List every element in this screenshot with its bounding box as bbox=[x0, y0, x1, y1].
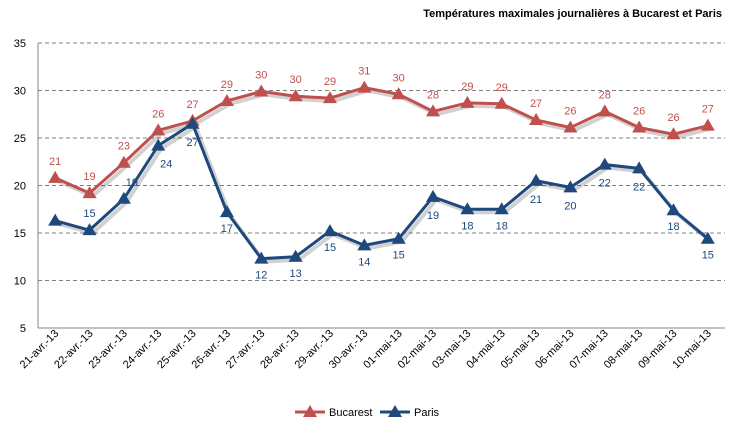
data-label-paris: 14 bbox=[358, 256, 370, 268]
y-tick-label: 30 bbox=[14, 86, 26, 98]
y-tick-label: 25 bbox=[14, 133, 26, 145]
data-point-bucarest bbox=[219, 93, 234, 106]
data-label-bucarest: 29 bbox=[496, 82, 508, 94]
data-point-paris bbox=[597, 157, 612, 170]
data-label-bucarest: 31 bbox=[358, 66, 370, 78]
data-label-paris: 22 bbox=[599, 178, 611, 190]
data-label-paris: 18 bbox=[461, 220, 473, 232]
data-point-bucarest bbox=[529, 112, 544, 125]
data-label-bucarest: 26 bbox=[152, 108, 164, 120]
data-label-bucarest: 27 bbox=[702, 104, 714, 116]
data-point-bucarest bbox=[563, 120, 578, 133]
data-point-paris bbox=[632, 161, 647, 174]
data-point-bucarest bbox=[426, 104, 441, 117]
data-point-paris bbox=[116, 191, 131, 204]
data-point-paris bbox=[357, 238, 372, 251]
data-label-paris: 18 bbox=[496, 220, 508, 232]
data-label-bucarest: 30 bbox=[393, 72, 405, 84]
y-tick-label: 10 bbox=[14, 276, 26, 288]
y-tick-label: 15 bbox=[14, 228, 26, 240]
data-point-paris bbox=[426, 189, 441, 202]
data-point-bucarest bbox=[494, 96, 509, 109]
data-label-bucarest: 29 bbox=[461, 81, 473, 93]
data-point-bucarest bbox=[288, 89, 303, 102]
series-shadow bbox=[57, 88, 712, 199]
data-point-paris bbox=[563, 180, 578, 193]
data-label-bucarest: 29 bbox=[324, 76, 336, 88]
legend-label: Bucarest bbox=[329, 407, 372, 419]
data-label-paris: 17 bbox=[221, 223, 233, 235]
data-point-paris bbox=[322, 224, 337, 237]
data-point-bucarest bbox=[700, 118, 715, 131]
data-point-paris bbox=[391, 231, 406, 244]
data-point-bucarest bbox=[116, 155, 131, 168]
data-label-paris: 15 bbox=[702, 250, 714, 262]
data-label-bucarest: 27 bbox=[530, 98, 542, 110]
data-point-paris bbox=[151, 138, 166, 151]
data-label-bucarest: 28 bbox=[599, 89, 611, 101]
data-point-bucarest bbox=[82, 186, 97, 199]
data-point-bucarest bbox=[391, 87, 406, 100]
data-label-paris: 15 bbox=[393, 250, 405, 262]
data-point-paris bbox=[219, 205, 234, 218]
data-point-bucarest bbox=[357, 80, 372, 93]
y-tick-label: 20 bbox=[14, 181, 26, 193]
data-label-bucarest: 26 bbox=[633, 106, 645, 118]
data-point-bucarest bbox=[666, 127, 681, 140]
data-point-paris bbox=[288, 249, 303, 262]
data-point-bucarest bbox=[48, 170, 63, 183]
data-point-bucarest bbox=[460, 95, 475, 108]
data-label-bucarest: 23 bbox=[118, 141, 130, 153]
y-tick-label: 5 bbox=[20, 323, 26, 335]
y-tick-label: 35 bbox=[14, 38, 26, 50]
data-label-bucarest: 30 bbox=[290, 74, 302, 86]
data-point-paris bbox=[254, 251, 269, 264]
data-point-bucarest bbox=[632, 120, 647, 133]
data-label-bucarest: 26 bbox=[667, 112, 679, 124]
data-point-bucarest bbox=[254, 84, 269, 97]
data-label-bucarest: 29 bbox=[221, 79, 233, 91]
data-label-bucarest: 21 bbox=[49, 156, 61, 168]
data-label-bucarest: 19 bbox=[83, 171, 95, 183]
data-label-paris: 24 bbox=[160, 159, 172, 171]
data-label-paris: 15 bbox=[324, 242, 336, 254]
data-label-bucarest: 30 bbox=[255, 69, 267, 81]
series-line-paris bbox=[54, 121, 709, 261]
data-point-bucarest bbox=[597, 104, 612, 117]
data-point-bucarest bbox=[151, 123, 166, 136]
data-label-paris: 19 bbox=[427, 210, 439, 222]
data-label-paris: 19 bbox=[126, 177, 138, 189]
data-label-paris: 18 bbox=[667, 221, 679, 233]
data-point-paris bbox=[185, 116, 200, 129]
legend-label: Paris bbox=[414, 407, 440, 419]
series-shadow bbox=[57, 123, 713, 264]
data-label-paris: 22 bbox=[633, 181, 645, 193]
data-point-paris bbox=[666, 203, 681, 216]
series-line-bucarest bbox=[54, 86, 709, 195]
legend-marker bbox=[303, 405, 317, 417]
data-label-paris: 15 bbox=[83, 208, 95, 220]
data-label-paris: 20 bbox=[564, 200, 576, 212]
data-point-paris bbox=[529, 173, 544, 186]
data-point-bucarest bbox=[322, 91, 337, 104]
data-label-bucarest: 27 bbox=[186, 99, 198, 111]
data-label-paris: 13 bbox=[290, 268, 302, 280]
data-point-paris bbox=[82, 223, 97, 236]
data-point-paris bbox=[700, 231, 715, 244]
legend-marker bbox=[388, 405, 402, 417]
data-label-paris: 21 bbox=[530, 194, 542, 206]
data-label-paris: 27 bbox=[186, 137, 198, 149]
data-label-bucarest: 26 bbox=[564, 106, 576, 118]
data-point-paris bbox=[460, 202, 475, 215]
chart-title: Températures maximales journalières à Bu… bbox=[423, 8, 722, 20]
data-point-paris bbox=[48, 213, 63, 226]
data-point-paris bbox=[494, 202, 509, 215]
data-label-paris: 12 bbox=[255, 270, 267, 282]
data-label-bucarest: 28 bbox=[427, 89, 439, 101]
